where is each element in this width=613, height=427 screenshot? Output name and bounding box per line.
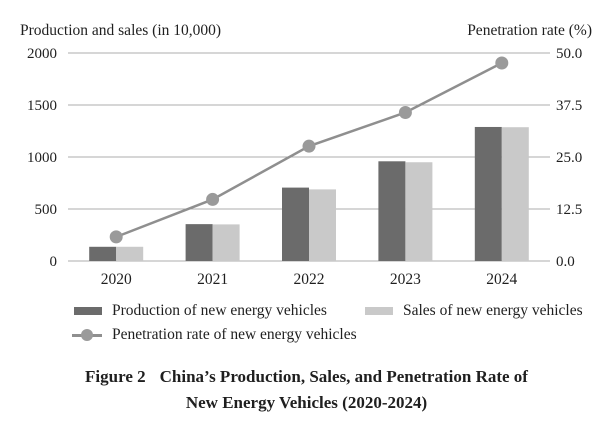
plot-svg: 0 500 1000 1500 2000 0.0 12.5 25.0 37.5 50.0 2020 2…	[27, 46, 582, 288]
right-axis-tick-label: 25.0	[556, 150, 582, 166]
left-axis-tick-label: 0	[50, 254, 58, 270]
right-axis-title: Penetration rate (%)	[467, 22, 592, 39]
right-axis-tick-label: 0.0	[556, 254, 575, 270]
bar-production	[282, 187, 309, 261]
x-axis-year-label: 2022	[294, 271, 325, 288]
production-swatch-icon	[74, 307, 102, 315]
legend-item-penetration: Penetration rate of new energy vehicles	[72, 326, 357, 344]
right-axis-tick-label: 37.5	[556, 98, 582, 114]
caption-line2: New Energy Vehicles (2020-2024)	[185, 393, 428, 412]
left-axis-tick-label: 1500	[27, 98, 57, 114]
legend-item-production: Production of new energy vehicles	[74, 302, 327, 320]
circle-marker-icon	[81, 329, 93, 341]
left-axis-tick-label: 1000	[27, 150, 57, 166]
line-point-marker	[495, 56, 509, 70]
x-axis-year-label: 2023	[390, 271, 421, 288]
line-point-marker	[109, 230, 123, 244]
x-axis-year-label: 2020	[101, 271, 132, 288]
x-axis-year-label: 2021	[197, 271, 228, 288]
figure-caption: Figure 2 China’s Production, Sales, and P…	[0, 364, 613, 416]
bar-production	[185, 224, 213, 261]
bar-production	[474, 126, 502, 261]
caption-title-part1: China’s Production, Sales, and Penetrati…	[159, 367, 528, 386]
x-axis-year-label: 2024	[486, 271, 517, 288]
line-point-marker	[206, 192, 220, 206]
right-axis-tick-label: 50.0	[556, 46, 582, 62]
right-axis-tick-label: 12.5	[556, 202, 582, 218]
bar-sales	[309, 189, 336, 261]
left-axis-tick-label: 500	[35, 202, 58, 218]
legend-item-sales: Sales of new energy vehicles	[365, 302, 583, 320]
bar-sales	[212, 224, 240, 261]
legend-label-production: Production of new energy vehicles	[112, 302, 327, 319]
caption-line1: Figure 2 China’s Production, Sales, and P…	[0, 364, 613, 390]
line-point-marker	[302, 139, 316, 153]
bar-production	[89, 246, 117, 261]
bar-sales	[405, 162, 433, 261]
legend-label-sales: Sales of new energy vehicles	[403, 302, 583, 319]
left-axis-title: Production and sales (in 10,000)	[20, 22, 222, 39]
bar-sales	[116, 246, 144, 261]
left-axis-tick-label: 2000	[27, 46, 57, 62]
line-point-marker	[398, 105, 412, 119]
line-swatch-icon	[72, 329, 102, 341]
caption-figure-number: Figure 2	[85, 367, 146, 386]
legend-label-penetration: Penetration rate of new energy vehicles	[112, 326, 357, 343]
bar-sales	[501, 127, 529, 261]
sales-swatch-icon	[365, 307, 393, 315]
bar-production	[378, 161, 406, 261]
